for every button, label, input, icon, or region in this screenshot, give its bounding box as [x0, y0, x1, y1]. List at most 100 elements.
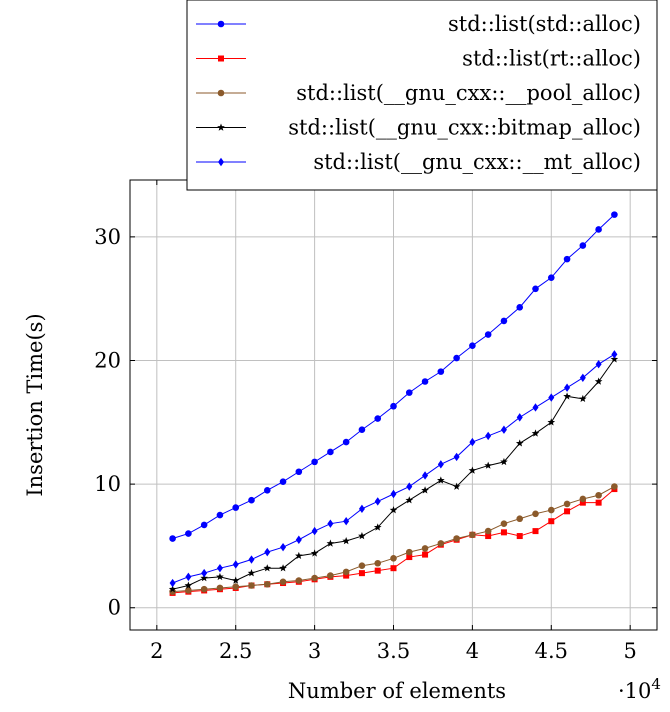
- data-point: [453, 452, 460, 462]
- data-point: [422, 551, 429, 558]
- data-point: [232, 583, 240, 591]
- data-point: [485, 431, 492, 441]
- series-5: [169, 350, 618, 588]
- data-point: [453, 535, 460, 542]
- data-point: [327, 519, 334, 528]
- data-point: [405, 496, 414, 504]
- data-point: [168, 585, 177, 593]
- data-point: [421, 378, 429, 385]
- data-point: [500, 520, 508, 527]
- data-point: [200, 521, 208, 529]
- data-point: [342, 438, 350, 446]
- legend-marker: [218, 55, 224, 62]
- grid: [130, 180, 657, 630]
- data-point: [390, 565, 397, 572]
- legend-label: std::list(__gnu_cxx::bitmap_alloc): [288, 116, 641, 140]
- data-point: [515, 439, 524, 447]
- data-point: [184, 581, 193, 589]
- legend: std::list(std::alloc)std::list(rt::alloc…: [186, 0, 658, 191]
- data-point: [263, 580, 271, 588]
- data-point: [452, 482, 461, 490]
- data-point: [469, 437, 476, 447]
- data-point: [500, 457, 508, 466]
- legend-entry: std::list(std::alloc): [196, 12, 641, 36]
- x-tick-label: 2.5: [219, 639, 252, 663]
- data-point: [500, 529, 507, 536]
- legend-box: [186, 0, 658, 191]
- data-point: [563, 392, 571, 400]
- data-point: [295, 535, 302, 544]
- data-point: [500, 317, 508, 325]
- data-point: [484, 461, 492, 469]
- data-point: [374, 497, 381, 506]
- data-point: [595, 491, 602, 499]
- x-multiplier-exponent: 4: [651, 675, 661, 693]
- data-point: [358, 562, 366, 570]
- data-point: [579, 373, 586, 383]
- x-tick-label: 4.5: [535, 639, 568, 663]
- data-point: [595, 226, 602, 233]
- data-point: [484, 527, 492, 535]
- data-point: [232, 560, 239, 569]
- data-point: [611, 211, 618, 218]
- legend-entry: std::list(__gnu_cxx::__mt_alloc): [196, 150, 641, 174]
- series-layer: [168, 211, 619, 596]
- data-point: [548, 518, 555, 525]
- data-point: [200, 585, 208, 593]
- data-point: [358, 504, 365, 514]
- data-point: [263, 564, 272, 572]
- legend-marker: [218, 157, 224, 167]
- data-point: [216, 563, 223, 573]
- data-point: [295, 551, 303, 560]
- data-point: [279, 564, 287, 572]
- data-point: [485, 533, 492, 540]
- x-axis-multiplier: ·104: [618, 675, 661, 703]
- data-point: [469, 342, 476, 349]
- data-point: [453, 354, 460, 362]
- y-tick-label: 30: [94, 225, 121, 249]
- data-point: [280, 542, 287, 552]
- legend-marker: [217, 89, 225, 97]
- data-point: [547, 274, 555, 281]
- data-point: [421, 486, 429, 494]
- data-point: [390, 402, 397, 410]
- legend-label: std::list(rt::alloc): [462, 47, 641, 71]
- data-point: [310, 549, 319, 557]
- data-point: [516, 533, 523, 540]
- x-tick-label: 5: [623, 639, 636, 663]
- data-point: [406, 482, 413, 491]
- data-point: [500, 425, 507, 434]
- y-tick-label: 0: [108, 596, 121, 620]
- data-point: [468, 466, 477, 474]
- data-point: [547, 506, 555, 514]
- legend-label: std::list(std::alloc): [448, 12, 641, 36]
- series-1: [169, 211, 618, 542]
- data-point: [611, 483, 618, 490]
- data-point: [342, 568, 350, 576]
- legend-entry: std::list(__gnu_cxx::bitmap_alloc): [196, 116, 641, 140]
- data-point: [169, 578, 176, 588]
- data-point: [343, 572, 350, 579]
- data-point: [594, 377, 603, 385]
- data-point: [564, 508, 571, 515]
- data-point: [358, 532, 366, 540]
- legend-label: std::list(__gnu_cxx::__mt_alloc): [313, 150, 641, 174]
- data-point: [437, 540, 445, 547]
- data-point: [563, 255, 571, 263]
- data-point: [232, 504, 240, 511]
- data-point: [579, 499, 586, 506]
- data-point: [610, 355, 619, 363]
- legend-entry: std::list(rt::alloc): [196, 47, 641, 71]
- data-point: [564, 383, 571, 392]
- legend-marker: [217, 20, 225, 28]
- data-point: [595, 499, 602, 506]
- x-axis-label: Number of elements: [288, 679, 506, 703]
- data-point: [611, 350, 618, 359]
- x-multiplier-base: ·10: [618, 679, 651, 703]
- data-point: [216, 572, 224, 581]
- data-point: [469, 531, 476, 539]
- legend-entry: std::list(__gnu_cxx::__pool_alloc): [196, 81, 641, 105]
- data-point: [421, 545, 429, 552]
- data-point: [311, 526, 318, 536]
- data-point: [185, 530, 192, 537]
